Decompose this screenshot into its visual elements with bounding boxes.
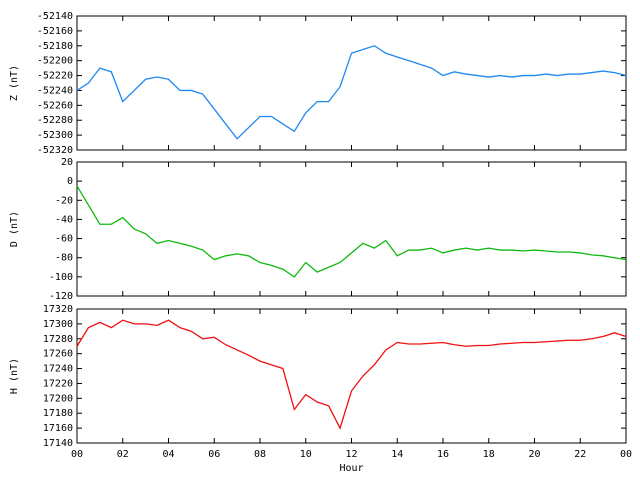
y-tick-label: 17200 [43,393,73,404]
y-tick-label: -52280 [37,115,73,126]
x-tick-label: 20 [528,449,540,460]
y-tick-label: -52160 [37,26,73,37]
y-tick-label: 17160 [43,423,73,434]
y-tick-label: 17260 [43,349,73,360]
x-tick-label: 00 [620,449,632,460]
y-tick-label: -52220 [37,71,73,82]
x-tick-label: 06 [208,449,220,460]
x-tick-label: 14 [391,449,403,460]
y-tick-label: 17220 [43,378,73,389]
y-tick-label: 17180 [43,408,73,419]
y-tick-label: 17280 [43,334,73,345]
y-tick-label: -52200 [37,56,73,67]
y-tick-label: -100 [49,272,73,283]
y-tick-label: -52180 [37,41,73,52]
data-line [76,45,627,140]
y-tick-label: 0 [67,176,73,187]
y-tick-label: -80 [55,253,73,264]
plot-frame [76,161,627,297]
plot-frame [76,15,627,151]
x-tick-label: 22 [574,449,586,460]
y-tick-label: -52320 [37,145,73,156]
x-tick-label: 04 [162,449,174,460]
y-tick-label: 17140 [43,438,73,449]
plot-frame [76,308,627,444]
x-axis-label: Hour [339,463,363,474]
y-tick-label: -60 [55,234,73,245]
y-tick-label: -120 [49,291,73,302]
y-tick-label: -52240 [37,85,73,96]
x-tick-label: 12 [345,449,357,460]
y-axis-label: D (nT) [9,211,20,247]
y-tick-label: -52300 [37,130,73,141]
x-tick-label: 00 [71,449,83,460]
y-tick-label: 20 [61,157,73,168]
y-axis-label: Z (nT) [9,65,20,101]
y-tick-label: -52260 [37,100,73,111]
y-tick-label: -40 [55,214,73,225]
x-tick-label: 02 [117,449,129,460]
x-tick-label: 18 [483,449,495,460]
data-line [76,319,627,430]
y-tick-label: -20 [55,195,73,206]
y-tick-label: 17300 [43,319,73,330]
x-tick-label: 16 [437,449,449,460]
x-tick-label: 10 [300,449,312,460]
y-tick-label: -52140 [37,11,73,22]
data-line [76,185,627,278]
y-tick-label: 17240 [43,364,73,375]
y-tick-label: 17320 [43,304,73,315]
y-axis-label: H (nT) [9,358,20,394]
x-tick-label: 08 [254,449,266,460]
